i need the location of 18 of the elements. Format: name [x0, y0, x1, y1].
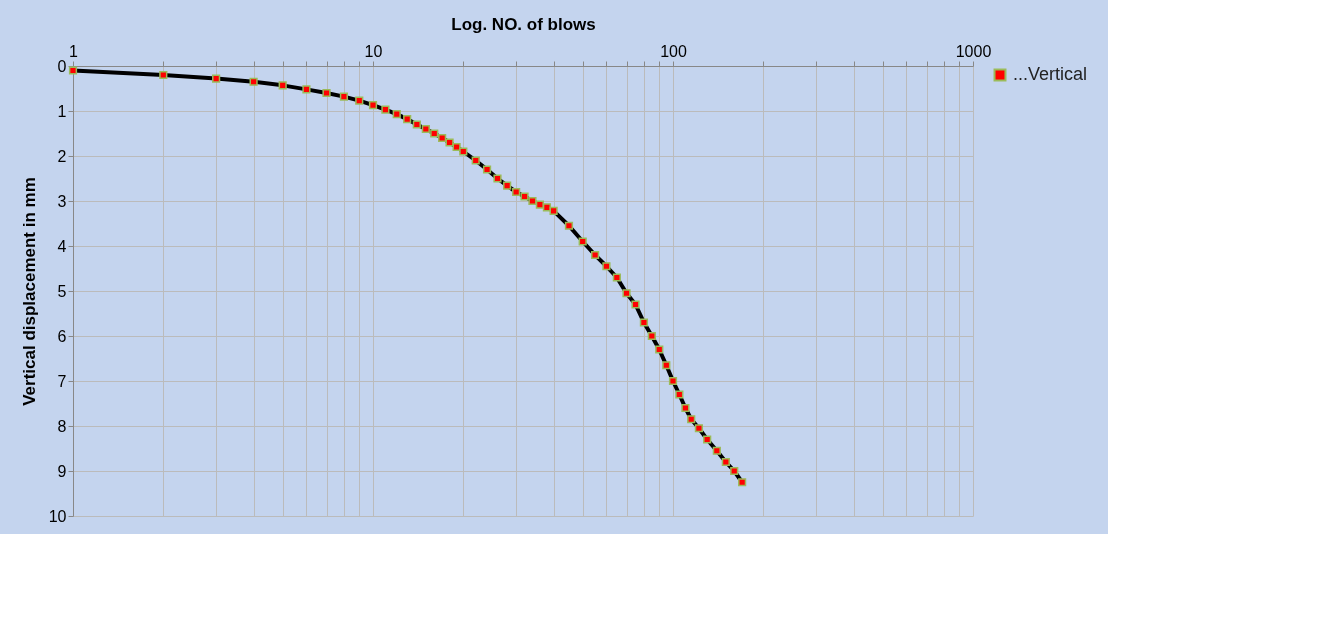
legend-label: ...Vertical: [1013, 64, 1088, 84]
x-tick-label: 1000: [955, 42, 992, 60]
y-tick-label: 2: [57, 147, 67, 165]
y-tick-label: 4: [57, 237, 67, 255]
x-tick-label: 100: [660, 42, 687, 60]
y-tick-label: 7: [57, 372, 67, 390]
y-tick-label: 3: [57, 192, 67, 210]
x-axis-title: Log. NO. of blows: [451, 14, 596, 34]
y-tick-label: 6: [57, 327, 67, 345]
y-tick-label: 9: [57, 462, 67, 480]
x-tick-label: 10: [364, 42, 383, 60]
y-tick-label: 1: [57, 102, 67, 120]
y-tick-label: 10: [48, 507, 67, 525]
x-tick-label: 1: [69, 42, 79, 60]
y-tick-label: 8: [57, 417, 67, 435]
y-tick-label: 5: [57, 282, 67, 300]
y-tick-label: 0: [57, 57, 67, 75]
y-axis-title: Vertical displacement in mm: [19, 177, 39, 406]
